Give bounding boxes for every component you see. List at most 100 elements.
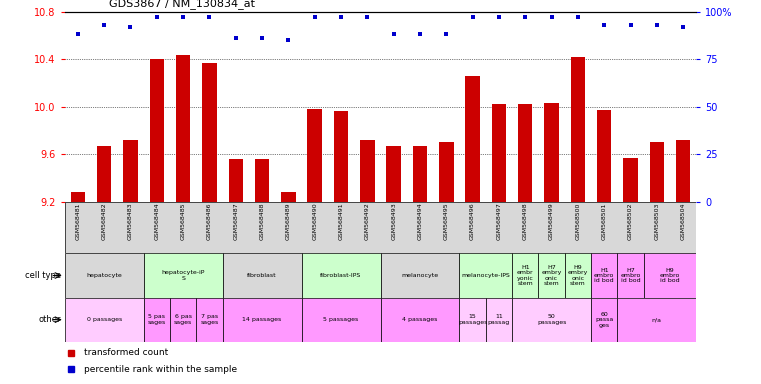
Bar	[144, 298, 170, 342]
Bar	[281, 192, 295, 202]
Text: 11
passag: 11 passag	[488, 314, 510, 325]
Bar	[380, 298, 460, 342]
Bar	[380, 253, 460, 298]
Text: GSM568501: GSM568501	[602, 203, 607, 240]
Text: 5 pas
sages: 5 pas sages	[148, 314, 166, 325]
Text: GDS3867 / NM_130834_at: GDS3867 / NM_130834_at	[109, 0, 255, 9]
Text: GSM568499: GSM568499	[549, 203, 554, 240]
Text: hepatocyte: hepatocyte	[86, 273, 122, 278]
Bar	[486, 298, 512, 342]
Text: percentile rank within the sample: percentile rank within the sample	[84, 365, 237, 374]
Bar	[591, 253, 617, 298]
Text: GSM568498: GSM568498	[523, 203, 527, 240]
Text: hepatocyte-iP
S: hepatocyte-iP S	[161, 270, 205, 281]
Bar	[65, 298, 144, 342]
Bar	[460, 298, 486, 342]
Text: H9
embro
id bod: H9 embro id bod	[660, 268, 680, 283]
Bar	[676, 140, 690, 202]
Bar	[644, 253, 696, 298]
Text: melanocyte-IPS: melanocyte-IPS	[461, 273, 510, 278]
Bar	[123, 140, 138, 202]
Bar	[512, 253, 539, 298]
Text: 60
passa
ges: 60 passa ges	[595, 312, 613, 328]
Text: 7 pas
sages: 7 pas sages	[200, 314, 218, 325]
Bar	[97, 146, 111, 202]
Text: 0 passages: 0 passages	[87, 317, 122, 322]
Bar	[387, 146, 401, 202]
Text: GSM568487: GSM568487	[234, 203, 238, 240]
Bar	[617, 298, 696, 342]
Bar	[228, 159, 243, 202]
Bar	[650, 142, 664, 202]
Text: GSM568497: GSM568497	[496, 203, 501, 240]
Bar	[307, 109, 322, 202]
Text: GSM568486: GSM568486	[207, 203, 212, 240]
Text: H1
embro
id bod: H1 embro id bod	[594, 268, 614, 283]
Text: H9
embry
onic
stem: H9 embry onic stem	[568, 265, 588, 286]
Bar	[223, 298, 301, 342]
Text: 50
passages: 50 passages	[537, 314, 566, 325]
Bar	[512, 298, 591, 342]
Bar	[623, 158, 638, 202]
Bar	[196, 298, 222, 342]
Bar	[71, 192, 85, 202]
Bar	[539, 253, 565, 298]
Bar	[202, 63, 217, 202]
Bar	[150, 59, 164, 202]
Text: GSM568502: GSM568502	[628, 203, 633, 240]
Text: GSM568503: GSM568503	[654, 203, 659, 240]
Text: other: other	[38, 315, 61, 324]
Text: GSM568481: GSM568481	[75, 203, 81, 240]
Text: GSM568482: GSM568482	[102, 203, 107, 240]
Text: GSM568490: GSM568490	[312, 203, 317, 240]
Bar	[360, 140, 374, 202]
Bar	[334, 111, 349, 202]
Text: transformed count: transformed count	[84, 348, 168, 357]
Bar	[144, 253, 223, 298]
Text: GSM568488: GSM568488	[260, 203, 265, 240]
Bar	[65, 253, 144, 298]
Bar	[301, 253, 380, 298]
Bar	[466, 76, 480, 202]
Text: melanocyte: melanocyte	[401, 273, 438, 278]
Text: 4 passages: 4 passages	[403, 317, 438, 322]
Text: GSM568492: GSM568492	[365, 203, 370, 240]
Text: GSM568485: GSM568485	[180, 203, 186, 240]
Bar	[571, 57, 585, 202]
Bar	[439, 142, 454, 202]
Text: 5 passages: 5 passages	[323, 317, 358, 322]
Text: H1
embr
yonic
stem: H1 embr yonic stem	[517, 265, 533, 286]
Text: GSM568491: GSM568491	[339, 203, 343, 240]
Text: GSM568484: GSM568484	[154, 203, 159, 240]
Text: fibroblast-IPS: fibroblast-IPS	[320, 273, 361, 278]
Text: cell type: cell type	[25, 271, 61, 280]
Text: GSM568504: GSM568504	[680, 203, 686, 240]
Bar	[518, 104, 533, 202]
Bar	[565, 253, 591, 298]
Bar	[597, 110, 611, 202]
Text: n/a: n/a	[652, 317, 662, 322]
Text: fibroblast: fibroblast	[247, 273, 277, 278]
Bar	[617, 253, 644, 298]
Text: H7
embro
id bod: H7 embro id bod	[620, 268, 641, 283]
Bar	[460, 253, 512, 298]
Text: 14 passages: 14 passages	[243, 317, 282, 322]
Bar	[492, 104, 506, 202]
Bar	[412, 146, 427, 202]
Bar	[223, 253, 301, 298]
Text: GSM568495: GSM568495	[444, 203, 449, 240]
Text: GSM568483: GSM568483	[128, 203, 133, 240]
Bar	[176, 55, 190, 202]
Bar	[301, 298, 380, 342]
Bar	[591, 298, 617, 342]
Bar	[255, 159, 269, 202]
Text: H7
embry
onic
stem: H7 embry onic stem	[541, 265, 562, 286]
Text: GSM568494: GSM568494	[418, 203, 422, 240]
Text: GSM568496: GSM568496	[470, 203, 475, 240]
Bar	[170, 298, 196, 342]
Text: GSM568493: GSM568493	[391, 203, 396, 240]
Text: GSM568489: GSM568489	[286, 203, 291, 240]
Text: GSM568500: GSM568500	[575, 203, 581, 240]
Bar	[544, 103, 559, 202]
Text: 15
passages: 15 passages	[458, 314, 487, 325]
